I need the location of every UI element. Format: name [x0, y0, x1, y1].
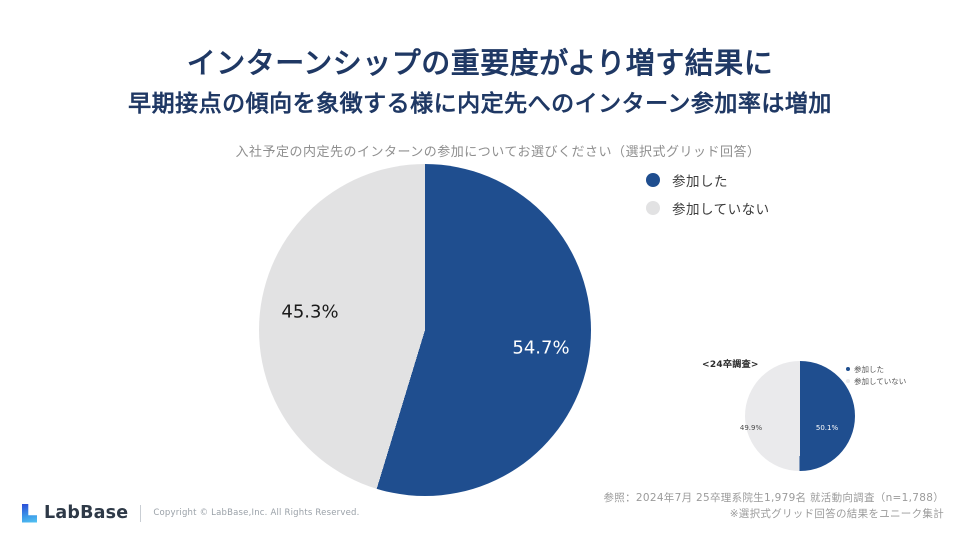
main-pie-label-gray: 45.3%: [281, 301, 339, 323]
legend-label: 参加していない: [854, 376, 907, 386]
copyright-text: Copyright © LabBase,Inc. All Rights Rese…: [153, 508, 360, 518]
legend-dot-gray-icon: [846, 379, 850, 383]
legend-item-not-participated: 参加していない: [646, 194, 770, 222]
legend-label: 参加した: [672, 174, 728, 190]
small-pie: [745, 361, 855, 471]
main-pie-label-blue: 54.7%: [512, 337, 570, 359]
small-pie-label-gray: 49.9%: [739, 424, 763, 432]
legend-dot-blue-icon: [846, 367, 850, 371]
legend-dot-blue-icon: [646, 173, 660, 187]
small-chart-caption: <24卒調査>: [702, 360, 759, 370]
labbase-logo-icon: [22, 503, 37, 523]
slide-title: インターンシップの重要度がより増す結果に: [186, 46, 774, 80]
legend-dot-gray-icon: [646, 201, 660, 215]
labbase-logo-text: LabBase: [44, 503, 129, 523]
small-pie-label-blue: 50.1%: [815, 424, 839, 432]
reference-line1: 参照：2024年7月 25卒理系院生1,979名 就活動向調査（n=1,788）: [603, 492, 944, 504]
small-legend: 参加した 参加していない: [846, 363, 906, 387]
footer-divider: [140, 504, 142, 522]
legend-item-not-participated: 参加していない: [846, 375, 906, 387]
small-pie-chart: 49.9% 50.1%: [740, 361, 855, 471]
legend-label: 参加していない: [672, 202, 770, 218]
reference-line2: ※選択式グリッド回答の結果をユニーク集計: [729, 508, 944, 521]
reference-note: 参照：2024年7月 25卒理系院生1,979名 就活動向調査（n=1,788）…: [603, 490, 944, 523]
legend-item-participated: 参加した: [846, 363, 906, 375]
slide-subtitle: 早期接点の傾向を象徴する様に内定先へのインターン参加率は増加: [128, 91, 832, 117]
main-pie: [259, 164, 591, 496]
legend-item-participated: 参加した: [646, 166, 770, 194]
main-pie-chart: 45.3% 54.7%: [259, 164, 591, 496]
chart-question: 入社予定の内定先のインターンの参加についてお選びください（選択式グリッド回答）: [235, 145, 761, 160]
main-legend: 参加した 参加していない: [646, 166, 770, 222]
footer: LabBase Copyright © LabBase,Inc. All Rig…: [22, 503, 360, 523]
legend-label: 参加した: [854, 364, 884, 374]
